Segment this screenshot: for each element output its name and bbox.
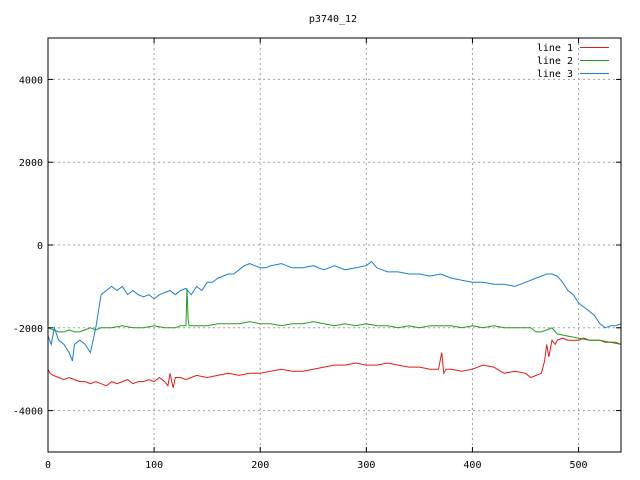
x-tick-label: 200 xyxy=(251,460,269,471)
axis-ticks: 0 100 200 300 400 500 -4000 -2000 0 2000 4000 xyxy=(13,38,621,471)
x-tick-label: 100 xyxy=(145,460,163,471)
legend-label-1: line 1 xyxy=(537,43,573,54)
y-tick-label: 2000 xyxy=(19,158,43,169)
x-tick-label: 0 xyxy=(45,460,51,471)
grid-lines xyxy=(48,38,621,452)
legend-label-2: line 2 xyxy=(537,56,573,67)
y-tick-label: -4000 xyxy=(13,407,43,418)
series-line-2 xyxy=(47,288,622,345)
chart-title: p3740_12 xyxy=(309,14,357,25)
y-tick-label: 0 xyxy=(37,241,43,252)
legend: line 1 line 2 line 3 xyxy=(537,43,609,80)
y-tick-label: 4000 xyxy=(19,75,43,86)
series-lines xyxy=(47,260,622,388)
x-tick-label: 500 xyxy=(570,460,588,471)
x-tick-label: 300 xyxy=(357,460,375,471)
series-line-1 xyxy=(47,337,622,388)
x-tick-label: 400 xyxy=(463,460,481,471)
series-line-3 xyxy=(47,260,622,362)
y-tick-label: -2000 xyxy=(13,324,43,335)
legend-label-3: line 3 xyxy=(537,69,573,80)
